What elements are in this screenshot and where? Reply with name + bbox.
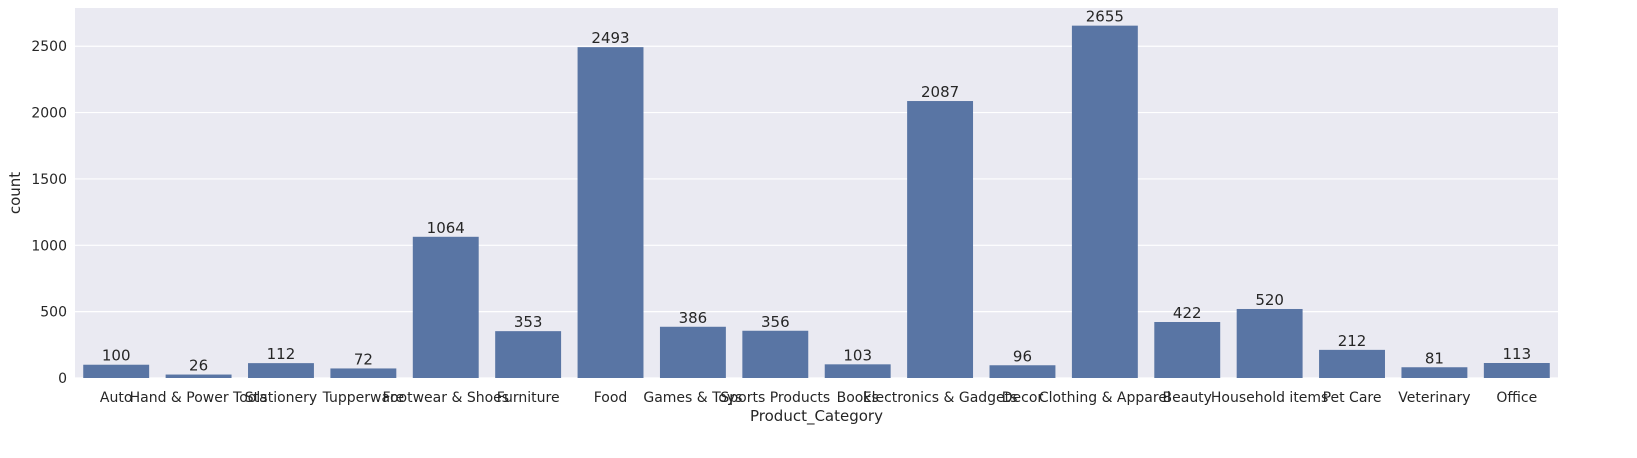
y-tick-label: 1000 [31,238,67,254]
data-label: 113 [1502,345,1531,363]
y-tick-label: 500 [40,305,67,321]
x-tick-label: Office [1496,390,1537,406]
x-axis-label: Product_Category [750,407,883,426]
bar [1236,308,1303,378]
plot-background [75,8,1558,378]
x-tick-label: Books [837,390,879,406]
y-axis-label: count [6,172,24,214]
bar [1483,363,1550,378]
x-tick-label: Tupperware [322,390,405,406]
data-label: 2493 [591,29,629,47]
x-tick-label: Food [594,390,628,406]
bar [412,236,479,378]
y-tick-label: 1500 [31,172,67,188]
bar [577,47,644,378]
x-tick-label: Stationery [245,390,317,406]
bar [1319,349,1385,378]
data-label: 353 [514,313,543,331]
x-tick-label: Hand & Power Tools [130,390,268,406]
bar [1401,367,1468,378]
y-tick-label: 2500 [31,39,67,55]
bar [989,365,1056,378]
data-label: 2655 [1086,8,1124,26]
x-tick-label: Electronics & Gadgets [863,390,1018,406]
data-label: 212 [1338,332,1367,350]
bar [659,326,726,378]
data-label: 112 [267,345,296,363]
bar [330,368,397,378]
data-label: 2087 [921,83,959,101]
data-label: 72 [354,350,373,368]
y-tick-label: 0 [58,371,67,387]
bar [165,374,232,378]
x-tick-label: Household items [1211,390,1328,406]
x-tick-label: Auto [100,390,133,406]
x-tick-label: Furniture [497,390,560,406]
bar [824,364,891,378]
bar [907,101,974,378]
data-label: 1064 [427,219,465,237]
data-label: 100 [102,347,131,365]
bars [83,25,1550,379]
x-tick-label: Sports Products [720,390,830,406]
data-label: 386 [679,309,708,327]
x-tick-label: Games & Toys [643,390,742,406]
x-tick-label: Decor [1002,390,1044,406]
bar [1154,321,1221,378]
x-tick-label: Veterinary [1398,390,1470,406]
bar [742,330,809,378]
x-tick-label: Beauty [1163,390,1212,406]
bar [248,363,314,378]
x-tick-label: Pet Care [1323,390,1382,406]
bar [1071,25,1138,379]
bar [495,331,562,378]
data-label: 103 [843,346,872,364]
x-tick-label: Footwear & Shoes [382,390,509,406]
x-tick-label: Clothing & Apparel [1039,390,1171,406]
y-axis-ticks: 0 500 1000 1500 2000 2500 [31,39,67,387]
grid-lines [75,45,1558,379]
data-label: 96 [1013,347,1032,365]
data-label: 81 [1425,349,1444,367]
data-label: 356 [761,313,790,331]
data-labels: 100 26 112 72 1064 353 2493 386 356 103 2087 96 2655… [102,8,1531,375]
data-label: 520 [1255,291,1284,309]
data-label: 422 [1173,304,1202,322]
bar [83,364,150,378]
data-label: 26 [189,357,208,375]
y-tick-label: 2000 [31,106,67,122]
